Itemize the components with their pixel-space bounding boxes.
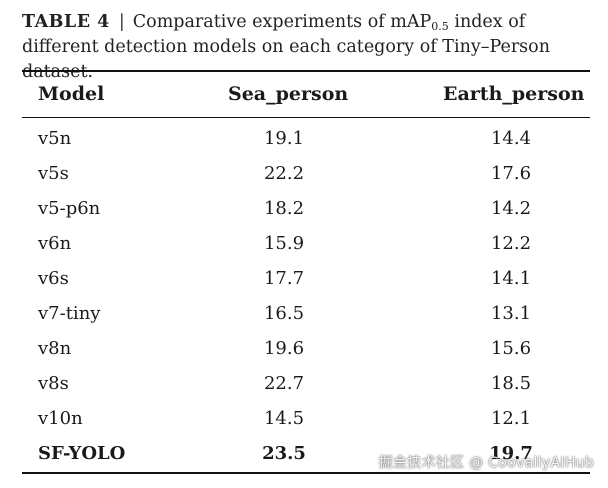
caption-text-continued: index of different detection models on e… — [22, 12, 550, 82]
table-row: v7-tiny 16.5 13.1 — [0, 296, 608, 331]
cell-earth-person: 15.6 — [490, 338, 532, 359]
cell-sea-person: 18.2 — [263, 198, 305, 219]
cell-model: v8s — [38, 373, 69, 394]
table-row: v5s 22.2 17.6 — [0, 156, 608, 191]
cell-model: v5s — [38, 163, 69, 184]
cell-sea-person: 19.6 — [263, 338, 305, 359]
table-label: TABLE 4 — [22, 12, 110, 32]
caption-subscript: 0.5 — [431, 20, 449, 33]
header-earth-person: Earth_person — [443, 83, 585, 105]
cell-sea-person: 17.7 — [263, 268, 305, 289]
cell-earth-person: 19.7 — [489, 443, 533, 464]
cell-earth-person: 14.1 — [490, 268, 532, 289]
header-sea-person: Sea_person — [228, 83, 349, 105]
table-row: v5n 19.1 14.4 — [0, 121, 608, 156]
cell-sea-person: 22.7 — [263, 373, 305, 394]
cell-earth-person: 12.1 — [490, 408, 532, 429]
table-row: v8s 22.7 18.5 — [0, 366, 608, 401]
header-model: Model — [38, 83, 105, 105]
cell-sea-person: 14.5 — [263, 408, 305, 429]
caption-separator: | — [118, 12, 125, 32]
table-body: v5n 19.1 14.4 v5s 22.2 17.6 v5-p6n 18.2 … — [0, 121, 608, 471]
cell-earth-person: 13.1 — [490, 303, 532, 324]
cell-model: v6n — [38, 233, 72, 254]
cell-earth-person: 18.5 — [490, 373, 532, 394]
caption-text: Comparative experiments of mAP — [132, 12, 432, 32]
table-row-highlight: SF-YOLO 23.5 19.7 — [0, 436, 608, 471]
table-bottom-rule — [22, 472, 590, 474]
cell-model: v5n — [38, 128, 72, 149]
cell-model: v8n — [38, 338, 72, 359]
table-row: v6s 17.7 14.1 — [0, 261, 608, 296]
table-row: v8n 19.6 15.6 — [0, 331, 608, 366]
table-header-rule — [22, 117, 590, 118]
table-row: v6n 15.9 12.2 — [0, 226, 608, 261]
cell-earth-person: 14.2 — [490, 198, 532, 219]
watermark-text: 掘金技术社区 @ CoovallyAIHub — [378, 455, 594, 471]
cell-model: SF-YOLO — [38, 443, 126, 464]
table-header-row: Model Sea_person Earth_person — [0, 76, 608, 112]
cell-earth-person: 12.2 — [490, 233, 532, 254]
cell-earth-person: 14.4 — [490, 128, 532, 149]
cell-model: v7-tiny — [38, 303, 101, 324]
cell-earth-person: 17.6 — [490, 163, 532, 184]
cell-sea-person: 16.5 — [263, 303, 305, 324]
cell-model: v6s — [38, 268, 69, 289]
cell-model: v10n — [38, 408, 83, 429]
cell-sea-person: 22.2 — [263, 163, 305, 184]
table-row: v10n 14.5 12.1 — [0, 401, 608, 436]
cell-sea-person: 15.9 — [263, 233, 305, 254]
table-row: v5-p6n 18.2 14.2 — [0, 191, 608, 226]
cell-sea-person: 23.5 — [262, 443, 306, 464]
table-caption: TABLE 4 | Comparative experiments of mAP0.… — [22, 10, 598, 85]
cell-model: v5-p6n — [38, 198, 101, 219]
cell-sea-person: 19.1 — [263, 128, 305, 149]
table-top-rule — [22, 70, 590, 72]
